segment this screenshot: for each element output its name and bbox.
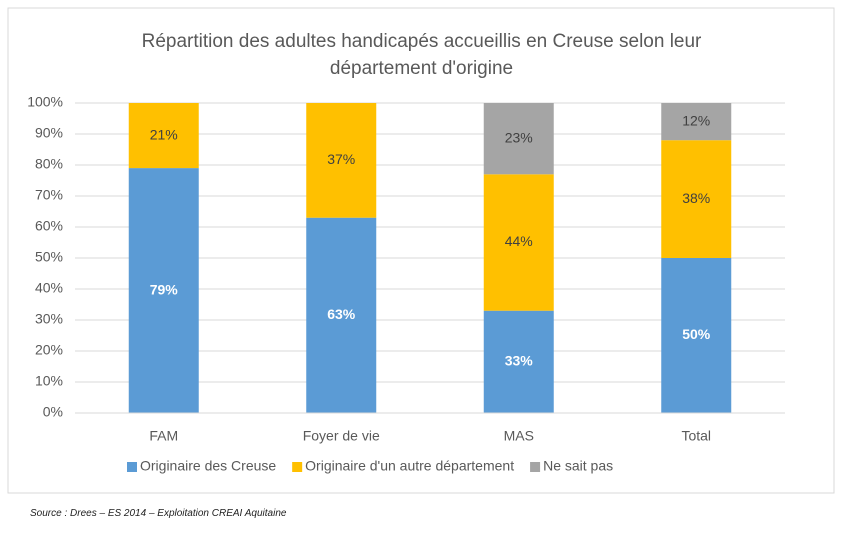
data-label: 44% bbox=[505, 233, 533, 249]
legend-swatch bbox=[292, 462, 303, 472]
bar-segment bbox=[483, 310, 554, 413]
y-tick-label: 100% bbox=[27, 94, 63, 110]
data-label: 79% bbox=[150, 281, 179, 297]
data-label: 38% bbox=[682, 190, 710, 206]
data-label: 37% bbox=[327, 151, 355, 167]
x-tick-label: MAS bbox=[504, 428, 534, 444]
bar-segment bbox=[483, 103, 554, 175]
y-tick-label: 10% bbox=[35, 373, 63, 389]
bar-segment bbox=[661, 258, 732, 413]
data-label: 50% bbox=[682, 326, 711, 342]
data-label: 21% bbox=[150, 126, 178, 142]
y-tick-label: 60% bbox=[35, 218, 63, 234]
legend-label: Originaire des Creuse bbox=[140, 458, 276, 474]
y-tick-label: 30% bbox=[35, 311, 63, 327]
bar-segment bbox=[128, 103, 199, 169]
data-label: 63% bbox=[327, 306, 356, 322]
x-tick-label: Foyer de vie bbox=[303, 428, 380, 444]
bar-segment bbox=[483, 174, 554, 311]
legend-label: Ne sait pas bbox=[543, 458, 613, 474]
chart-title: Répartition des adultes handicapés accue… bbox=[141, 31, 702, 79]
legend-label: Originaire d'un autre département bbox=[305, 458, 514, 474]
legend-swatch bbox=[530, 462, 541, 472]
legend-swatch bbox=[127, 462, 137, 472]
x-tick-label: Total bbox=[681, 428, 711, 444]
y-tick-label: 80% bbox=[35, 156, 63, 172]
x-tick-label: FAM bbox=[149, 428, 178, 444]
y-tick-label: 70% bbox=[35, 187, 63, 203]
y-tick-label: 40% bbox=[35, 280, 63, 296]
bar-segment bbox=[306, 217, 377, 413]
y-tick-label: 90% bbox=[35, 125, 63, 141]
data-label: 23% bbox=[505, 129, 533, 145]
y-tick-label: 20% bbox=[35, 342, 63, 358]
data-label: 33% bbox=[505, 353, 534, 369]
bar-segment bbox=[661, 103, 732, 141]
y-tick-label: 0% bbox=[43, 404, 63, 420]
chart-border bbox=[7, 7, 835, 494]
source-note: Source : Drees – ES 2014 – Exploitation … bbox=[30, 508, 287, 519]
data-label: 12% bbox=[682, 112, 710, 128]
y-tick-label: 50% bbox=[35, 249, 63, 265]
bar-segment bbox=[128, 168, 199, 413]
bar-segment bbox=[306, 103, 377, 218]
bar-segment bbox=[661, 140, 732, 258]
